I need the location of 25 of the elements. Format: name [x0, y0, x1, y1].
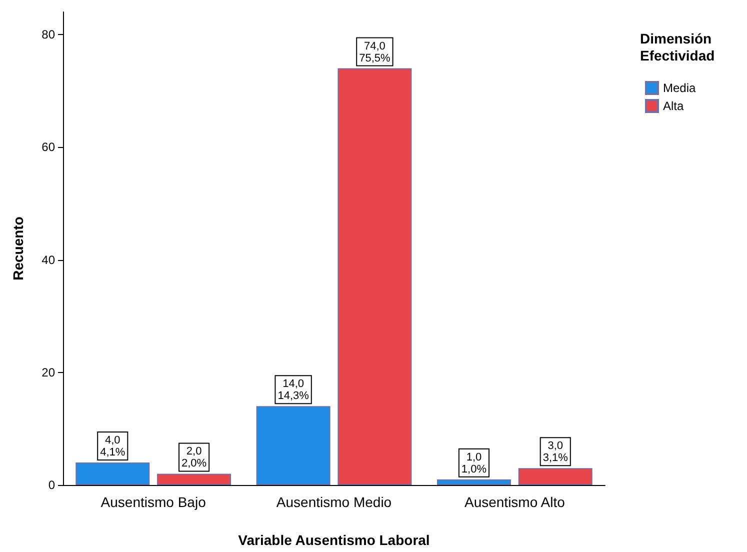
x-tick-label: Ausentismo Medio	[276, 494, 392, 510]
legend-label: Alta	[663, 99, 684, 113]
bar	[157, 474, 232, 485]
legend-title: Dimensión Efectividad	[640, 30, 715, 64]
y-tick-label: 80	[42, 28, 56, 42]
y-tick-label: 40	[42, 252, 56, 267]
y-tick-label: 60	[42, 140, 56, 154]
bar	[256, 406, 330, 485]
data-label: 14,0 14,3%	[278, 378, 310, 402]
bar	[518, 468, 592, 485]
data-label: 3,0 3,1%	[542, 440, 568, 464]
x-tick-label: Ausentismo Alto	[464, 494, 566, 510]
data-label: 1,0 1,0%	[461, 451, 487, 476]
bar	[76, 462, 150, 485]
data-label: 2,0 2,0%	[181, 446, 207, 470]
x-axis-title: Variable Ausentismo Laboral	[238, 532, 430, 548]
bar	[436, 479, 511, 485]
data-label: 4,0 4,1%	[100, 434, 126, 458]
x-tick-label: Ausentismo Bajo	[100, 494, 206, 510]
data-label: 74,0 75,5%	[359, 40, 391, 64]
y-axis-title: Recuento	[10, 216, 26, 280]
y-tick-label: 0	[48, 478, 56, 492]
y-tick-label: 20	[42, 365, 56, 380]
legend-label: Media	[663, 81, 696, 95]
bar	[338, 68, 412, 485]
